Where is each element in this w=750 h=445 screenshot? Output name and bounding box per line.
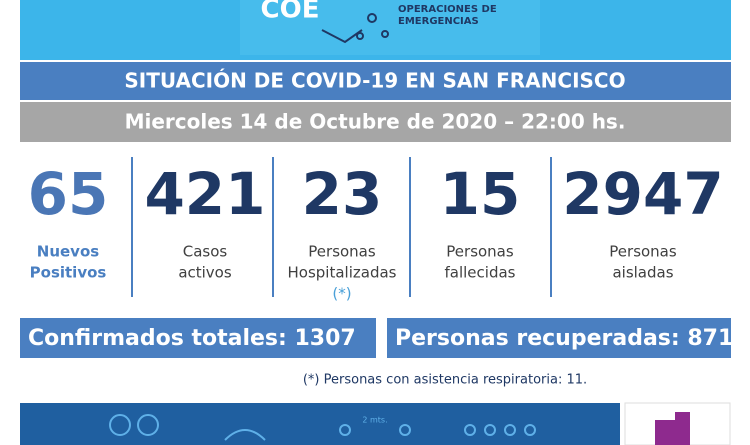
stat-value: 2947 (562, 160, 723, 228)
icon-person (464, 424, 476, 436)
logo-node (367, 13, 377, 23)
banner-icons (109, 414, 536, 441)
title-bar (20, 62, 731, 100)
total-value: 871 (687, 326, 733, 351)
icon-person (109, 414, 131, 436)
stat-value: 23 (302, 160, 383, 228)
stat-label: activos (178, 264, 232, 282)
stat-label: fallecidas (445, 264, 516, 282)
partner-logo (655, 412, 690, 445)
logo-icon (321, 13, 389, 44)
stat-label: (*) (332, 285, 351, 303)
footnote: (*) Personas con asistencia respiratoria… (303, 373, 587, 388)
icon-person (339, 424, 351, 436)
icon-person (399, 424, 411, 436)
banner (20, 403, 620, 445)
logo-area (240, 0, 540, 55)
icon-hands (224, 429, 266, 441)
stat-label: Casos (183, 243, 228, 261)
icon-person (504, 424, 516, 436)
icon-person (137, 414, 159, 436)
stats: 65 Nuevos Positivos 421 Casos activos 23 Person… (28, 157, 724, 303)
distance-label: 2 mts. (362, 416, 387, 425)
stat-label: Personas (308, 243, 376, 261)
logo-node (356, 32, 364, 40)
stat-label: Positivos (30, 264, 107, 282)
total-box (20, 318, 376, 358)
total-label: Personas recuperadas: (395, 326, 680, 351)
stat-value: 65 (28, 160, 109, 228)
stat-label: Hospitalizadas (288, 264, 397, 282)
logo-node (381, 30, 389, 38)
date-bar (20, 102, 731, 142)
stat-value: 421 (144, 160, 265, 228)
stat-label: Nuevos (37, 243, 99, 261)
stat-value: 15 (440, 160, 521, 228)
icon-person (484, 424, 496, 436)
logo: COE (261, 0, 320, 25)
org-line: EMERGENCIAS (398, 16, 479, 27)
logo-chevron (321, 29, 363, 44)
org-line: OPERACIONES DE (398, 4, 497, 15)
total-value: 1307 (294, 326, 355, 351)
total-label: Confirmados totales: (28, 326, 287, 351)
icon-person (524, 424, 536, 436)
total-box (387, 318, 731, 358)
stat-label: Personas (446, 243, 514, 261)
title: SITUACIÓN DE COVID-19 EN SAN FRANCISCO (124, 69, 625, 93)
total-text: Confirmados totales: 1307 (28, 326, 356, 351)
total-text: Personas recuperadas: 871 (395, 326, 733, 351)
date: Miercoles 14 de Octubre de 2020 – 22:00 … (125, 110, 626, 134)
stat-label: aisladas (612, 264, 673, 282)
stat-label: Personas (609, 243, 677, 261)
